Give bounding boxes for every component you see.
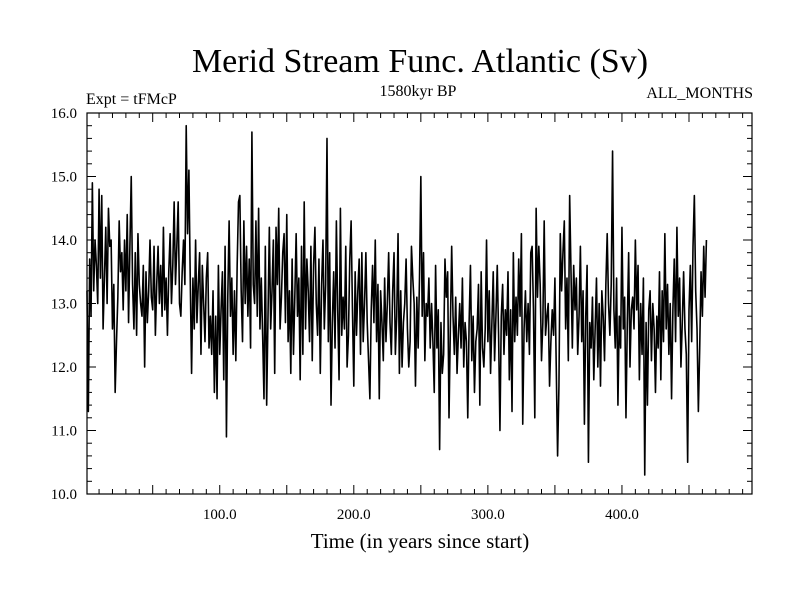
plot-area: 10.0 11.0 12.0 13.0 14.0 15.0 16.0 100.0 200.0 30… <box>51 106 753 523</box>
months-label: ALL_MONTHS <box>646 85 753 102</box>
x-tick-label: 400.0 <box>605 507 639 523</box>
y-tick-label: 10.0 <box>51 487 77 503</box>
y-tick-label: 12.0 <box>51 360 77 376</box>
chart-title: Merid Stream Func. Atlantic (Sv) <box>192 43 648 80</box>
experiment-label: Expt = tFMcP <box>86 91 177 108</box>
data-series-line <box>86 124 708 476</box>
y-tick-label: 16.0 <box>51 106 77 122</box>
x-tick-label: 100.0 <box>203 507 237 523</box>
y-tick-label: 14.0 <box>51 233 77 249</box>
period-label: 1580kyr BP <box>380 83 457 100</box>
x-tick-label: 300.0 <box>471 507 505 523</box>
y-tick-label: 15.0 <box>51 170 77 186</box>
x-tick-label: 200.0 <box>337 507 371 523</box>
y-tick-label: 11.0 <box>51 424 77 440</box>
x-axis-label: Time (in years since start) <box>311 529 530 553</box>
y-tick-label: 13.0 <box>51 297 77 313</box>
